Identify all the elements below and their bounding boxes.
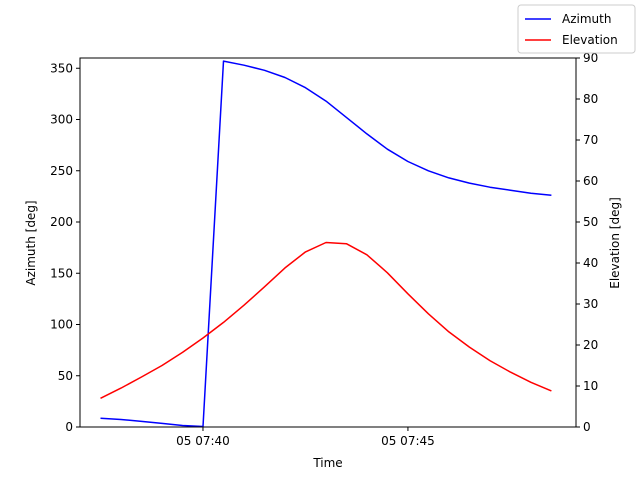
legend-label-azimuth: Azimuth xyxy=(562,12,611,26)
right-y-tick-label: 10 xyxy=(583,379,598,393)
x-axis-label: Time xyxy=(312,456,342,470)
series-line-azimuth xyxy=(100,60,552,428)
x-tick-label: 05 07:40 xyxy=(176,434,230,448)
ticks-layer: 0 50 100 150 200 250 300 350 0 10 20 30 40 50 60 70 80 90… xyxy=(50,51,598,448)
right-y-tick-label: 60 xyxy=(583,174,598,188)
legend-box xyxy=(517,4,636,54)
series-layer xyxy=(100,60,552,428)
series-line-elevation xyxy=(100,241,552,399)
right-y-tick-label: 80 xyxy=(583,92,598,106)
left-y-tick-label: 150 xyxy=(50,266,73,280)
right-y-tick-label: 40 xyxy=(583,256,598,270)
left-y-tick-label: 0 xyxy=(65,420,73,434)
right-y-tick-label: 90 xyxy=(583,51,598,65)
legend-label-elevation: Elevation xyxy=(562,33,618,47)
left-y-tick-label: 100 xyxy=(50,318,73,332)
right-y-axis-label: Elevation [deg] xyxy=(608,197,622,289)
left-y-tick-label: 300 xyxy=(50,113,73,127)
right-y-tick-label: 30 xyxy=(583,297,598,311)
right-y-tick-label: 0 xyxy=(583,420,591,434)
right-y-tick-label: 70 xyxy=(583,133,598,147)
left-y-tick-label: 250 xyxy=(50,164,73,178)
left-y-tick-label: 350 xyxy=(50,61,73,75)
plot-frame xyxy=(79,57,577,428)
right-y-tick-label: 20 xyxy=(583,338,598,352)
legend: Azimuth Elevation xyxy=(517,4,636,54)
left-y-tick-label: 50 xyxy=(58,369,73,383)
x-tick-label: 05 07:45 xyxy=(381,434,435,448)
right-y-tick-label: 50 xyxy=(583,215,598,229)
left-y-tick-label: 200 xyxy=(50,215,73,229)
left-y-axis-label: Azimuth [deg] xyxy=(24,200,38,285)
